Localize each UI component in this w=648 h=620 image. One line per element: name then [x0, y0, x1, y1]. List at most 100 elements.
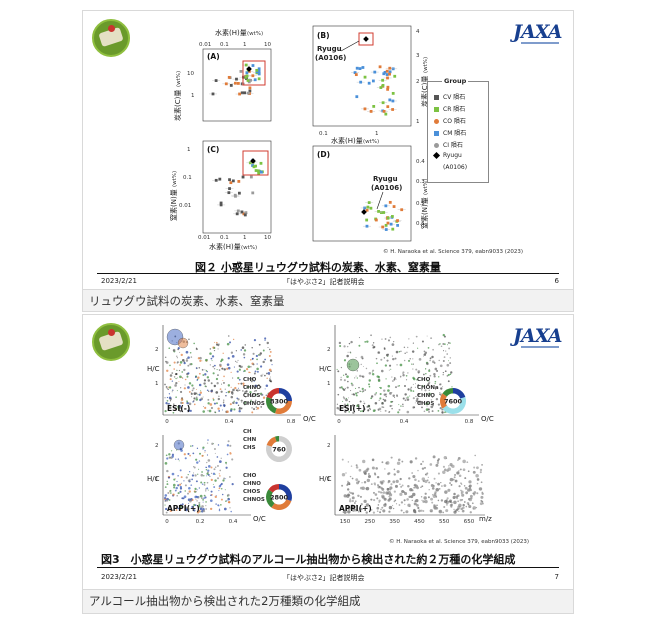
tick-label: 1 [155, 477, 159, 483]
data-point [199, 391, 203, 394]
data-point [187, 473, 189, 476]
data-point [381, 487, 385, 491]
data-point [214, 79, 218, 82]
data-point [218, 508, 221, 510]
data-point [245, 71, 249, 75]
data-point [191, 478, 193, 481]
panel-label-b: (B) [317, 31, 330, 40]
data-point [213, 468, 216, 471]
data-point [457, 459, 459, 461]
data-point [393, 377, 396, 379]
data-point [218, 177, 222, 181]
data-point [451, 502, 453, 504]
data-point [389, 486, 393, 490]
data-point [357, 510, 360, 513]
data-point [404, 385, 406, 388]
data-point [414, 486, 416, 489]
data-point [237, 376, 240, 380]
data-point [184, 506, 188, 509]
data-point [359, 80, 363, 84]
slide-card-1[interactable]: JAXA 0.01 0.1 1 10 10 1 1 0.1 0.01 0 [82, 10, 574, 312]
data-point [440, 387, 443, 390]
data-point [369, 206, 373, 210]
data-point [461, 499, 464, 501]
data-point [243, 91, 247, 95]
data-point [346, 386, 349, 389]
data-point [462, 509, 465, 512]
data-point [247, 365, 251, 369]
data-point [405, 379, 408, 381]
hc-label-esi-minus: H/C [147, 365, 160, 373]
data-point [213, 384, 217, 388]
data-point [207, 489, 209, 491]
data-point [180, 482, 182, 484]
data-point [340, 378, 343, 381]
data-point [253, 380, 255, 382]
data-point [422, 500, 426, 503]
data-point [372, 105, 376, 108]
data-point [400, 208, 404, 212]
data-point [223, 507, 227, 511]
data-point [205, 490, 207, 492]
donut-slice [279, 388, 292, 401]
data-point [188, 502, 190, 504]
legend-label: CR 隕石 [443, 106, 466, 113]
data-point [382, 406, 385, 408]
data-point [347, 351, 349, 353]
data-point [215, 377, 219, 381]
data-point [358, 344, 361, 347]
data-point [366, 467, 370, 471]
data-point [394, 386, 397, 389]
data-point [447, 380, 450, 383]
data-point [337, 393, 340, 396]
data-point [213, 448, 216, 450]
data-point [268, 354, 271, 358]
data-point [426, 405, 428, 407]
data-point [238, 92, 241, 96]
data-point [222, 381, 225, 384]
data-point [214, 466, 217, 469]
data-point [382, 491, 386, 494]
data-point [370, 498, 373, 501]
data-point [476, 466, 479, 470]
data-point [361, 66, 365, 69]
data-point [181, 358, 185, 362]
data-point [442, 465, 446, 468]
data-point [398, 404, 400, 406]
data-point [213, 349, 216, 352]
data-point [235, 350, 237, 352]
data-point [222, 352, 224, 354]
data-point [228, 187, 231, 190]
data-point [391, 400, 394, 403]
data-point [219, 475, 221, 477]
data-point [240, 210, 244, 214]
data-point [168, 396, 172, 400]
data-point [467, 470, 470, 473]
data-point [378, 351, 380, 353]
data-point [430, 337, 433, 340]
data-point [380, 358, 383, 361]
data-point [177, 507, 180, 510]
data-point [229, 181, 233, 185]
tick: 0.1 [220, 235, 229, 241]
data-point [391, 504, 394, 507]
data-point [240, 399, 243, 402]
data-point [254, 395, 256, 397]
data-point [164, 410, 167, 413]
data-point [411, 363, 413, 365]
data-point [347, 510, 351, 514]
data-point [448, 347, 451, 350]
data-point [251, 191, 255, 195]
data-point [366, 478, 371, 483]
data-point [374, 493, 378, 496]
data-point [417, 506, 420, 510]
data-point [205, 488, 207, 490]
data-point [413, 502, 417, 506]
data-point [177, 458, 180, 460]
data-point [435, 496, 438, 498]
slide-card-2[interactable]: JAXA 8300 CHO CHNO CHOS CHNOS 7600 CHO CHONa CHN… [82, 314, 574, 614]
data-point [209, 403, 213, 406]
data-point [202, 446, 205, 449]
data-point [373, 345, 376, 349]
data-point [379, 397, 382, 400]
